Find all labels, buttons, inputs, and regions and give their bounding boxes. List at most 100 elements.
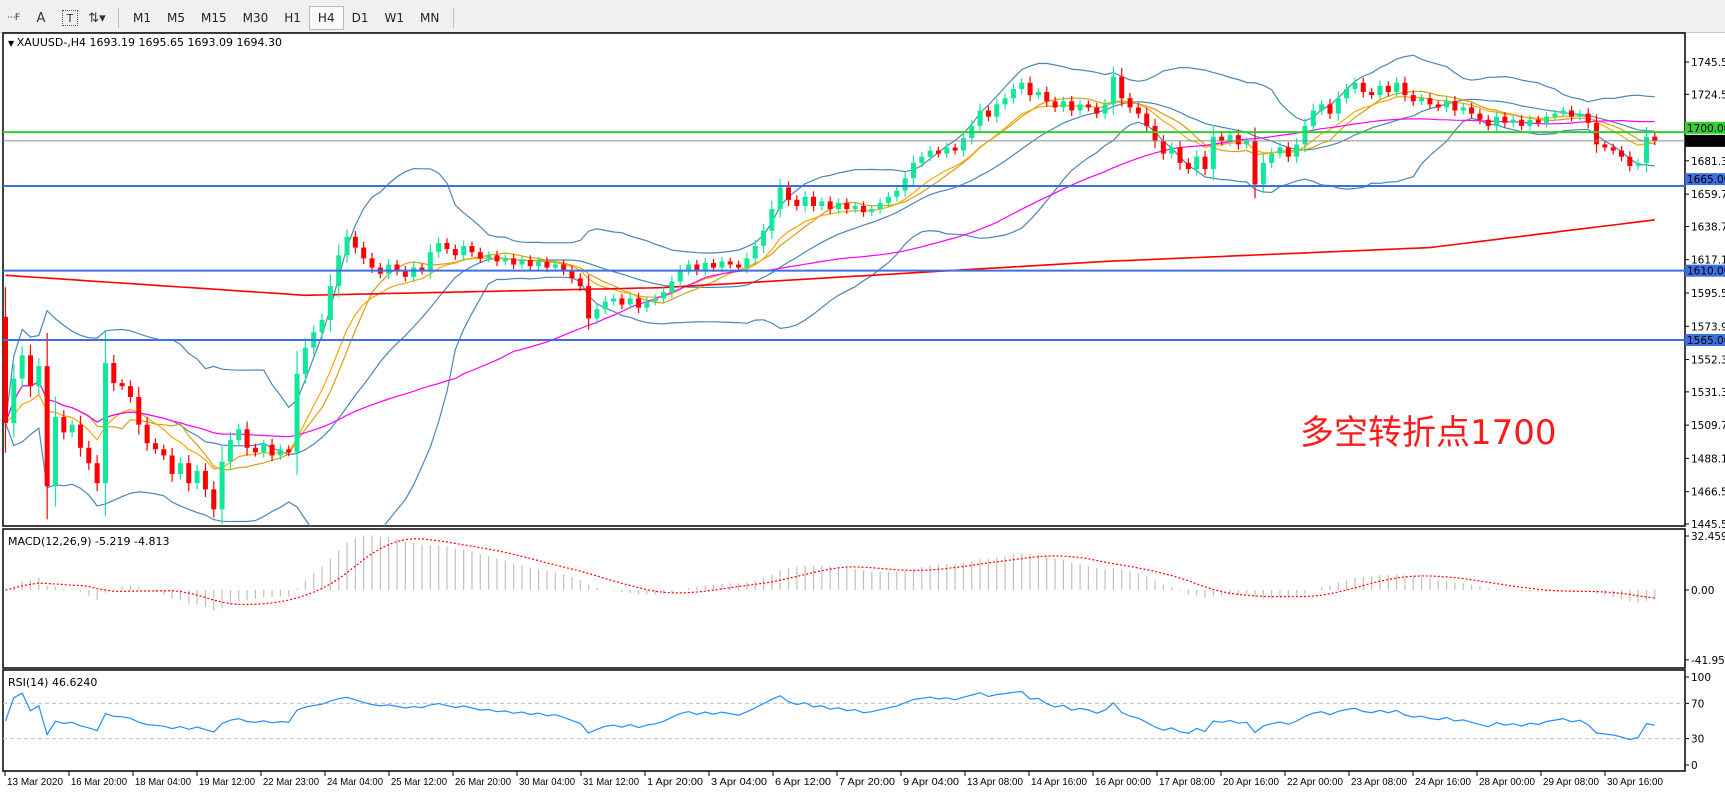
bullish-candle — [1169, 147, 1175, 154]
bullish-candle — [1527, 119, 1533, 126]
timeframe-m1[interactable]: M1 — [133, 11, 151, 25]
price-axis-label: 1595.50 — [1691, 288, 1725, 300]
bearish-candle — [169, 455, 175, 474]
time-axis-label: 24 Mar 04:00 — [327, 776, 383, 788]
bullish-candle — [1010, 88, 1016, 99]
bearish-candle — [985, 110, 991, 117]
bullish-candle — [552, 264, 558, 268]
bullish-candle — [1544, 116, 1550, 123]
price-axis-label: 1445.50 — [1691, 519, 1725, 531]
bullish-candle — [802, 196, 808, 206]
bullish-candle — [1644, 136, 1650, 163]
bullish-candle — [1310, 110, 1316, 126]
timeframe-m30[interactable]: M30 — [242, 11, 269, 25]
bearish-candle — [419, 267, 425, 271]
bearish-candle — [1385, 85, 1391, 93]
bollinger-upper-band — [4, 54, 1655, 424]
bullish-candle — [761, 230, 767, 247]
time-axis-label: 23 Apr 08:00 — [1351, 776, 1407, 788]
price-axis-label: 1617.10 — [1691, 255, 1725, 267]
macd-axis-label: -41.95 — [1691, 655, 1725, 667]
level-price-label: 1610.00 — [1687, 266, 1725, 278]
bearish-candle — [394, 264, 400, 271]
bollinger-lower-band — [4, 117, 1655, 526]
bullish-candle — [536, 261, 542, 267]
bearish-candle — [1185, 162, 1191, 170]
bearish-candle — [286, 449, 292, 453]
rsi-axis-label: 0 — [1691, 760, 1698, 772]
bullish-candle — [602, 301, 608, 310]
period-separator-icon[interactable]: ⋯F — [6, 13, 20, 23]
price-axis-label: 1552.30 — [1691, 355, 1725, 367]
timeframe-h1[interactable]: H1 — [284, 11, 301, 25]
bearish-candle — [136, 396, 142, 425]
bearish-candle — [694, 264, 700, 271]
timeframe-mn[interactable]: MN — [419, 11, 440, 25]
bearish-candle — [1327, 104, 1333, 114]
bearish-candle — [511, 258, 517, 265]
bullish-candle — [594, 309, 600, 319]
bearish-candle — [794, 199, 800, 206]
bearish-candle — [1144, 113, 1150, 126]
bullish-candle — [994, 104, 1000, 117]
bearish-candle — [1585, 113, 1591, 123]
bearish-candle — [402, 270, 408, 277]
macd-signal-line — [5, 538, 1655, 606]
time-axis-label: 19 Mar 12:00 — [199, 776, 255, 788]
bullish-candle — [1019, 82, 1025, 89]
bearish-candle — [211, 489, 217, 510]
level-price-tag — [1685, 173, 1725, 186]
chart-title: ▼ XAUUSD-,H4 1693.19 1695.65 1693.09 169… — [8, 36, 282, 49]
bearish-candle — [269, 444, 275, 456]
bullish-candle — [611, 298, 617, 302]
bearish-candle — [1652, 136, 1658, 141]
bullish-candle — [486, 255, 492, 259]
bearish-candle — [636, 298, 642, 308]
bullish-candle — [1260, 162, 1266, 185]
bullish-candle — [902, 178, 908, 191]
time-axis-label: 20 Apr 16:00 — [1223, 776, 1279, 788]
bearish-candle — [1452, 101, 1458, 111]
bearish-candle — [127, 386, 133, 397]
bullish-candle — [1319, 104, 1325, 111]
bearish-candle — [1627, 156, 1633, 166]
bearish-candle — [202, 470, 208, 490]
text-label-icon[interactable]: T — [62, 10, 78, 26]
price-axis-label: 1466.50 — [1691, 487, 1725, 499]
current-price-tag — [1685, 134, 1725, 147]
bearish-candle — [1135, 107, 1141, 114]
bearish-candle — [252, 447, 258, 453]
bullish-candle — [1060, 101, 1066, 108]
moving-average-50 — [4, 118, 1655, 438]
bearish-candle — [27, 355, 33, 387]
bearish-candle — [860, 205, 866, 213]
timeframe-m15[interactable]: M15 — [201, 11, 227, 25]
collapse-triangle-icon[interactable]: ▼ — [8, 39, 17, 48]
bullish-candle — [69, 424, 75, 433]
text-icon[interactable]: A — [36, 10, 46, 26]
bullish-candle — [519, 259, 525, 265]
timeframe-m5[interactable]: M5 — [167, 11, 185, 25]
bullish-candle — [427, 252, 433, 271]
bearish-candle — [952, 147, 958, 151]
timeframe-d1[interactable]: D1 — [351, 11, 369, 25]
bearish-candle — [1252, 141, 1258, 185]
bullish-candle — [877, 202, 883, 210]
bullish-candle — [894, 190, 900, 197]
bearish-candle — [1160, 141, 1166, 154]
main-plot — [3, 54, 1658, 526]
rsi-title: RSI(14) 46.6240 — [8, 676, 98, 689]
time-axis-label: 22 Apr 00:00 — [1287, 776, 1343, 788]
annotation-text[interactable]: 多空转折点1700 — [1300, 413, 1557, 453]
bullish-candle — [777, 187, 783, 210]
time-axis-label: 26 Mar 20:00 — [455, 776, 511, 788]
arrows-icon[interactable]: ⇅▾ — [88, 10, 106, 26]
timeframe-h4[interactable]: H4 — [308, 6, 344, 30]
time-axis-label: 1 Apr 20:00 — [647, 776, 703, 788]
bullish-candle — [919, 156, 925, 163]
timeframe-w1[interactable]: W1 — [384, 11, 404, 25]
time-axis-label: 16 Mar 20:00 — [71, 776, 127, 788]
bearish-candle — [1152, 125, 1158, 142]
bearish-candle — [352, 236, 358, 248]
